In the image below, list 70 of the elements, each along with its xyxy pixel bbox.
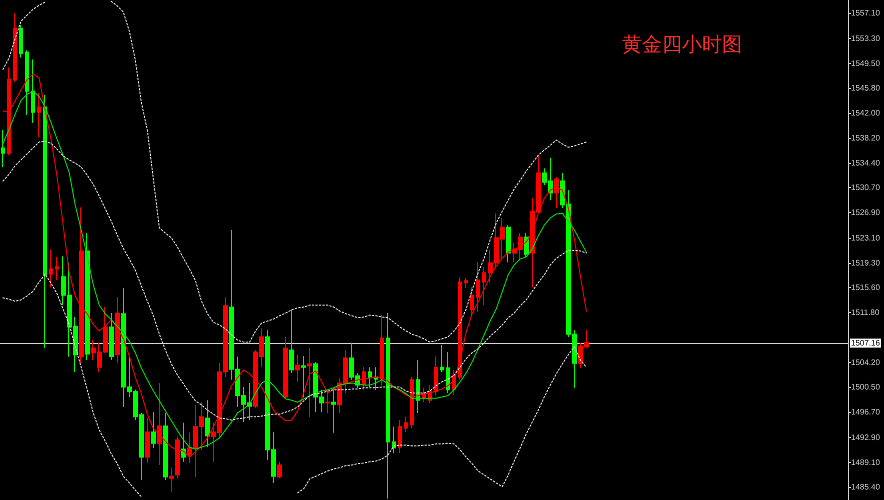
candlestick	[43, 94, 47, 349]
candlestick	[25, 50, 29, 116]
ref-line-label: 1507.16	[851, 338, 880, 348]
y-tick-label: 1534.40	[851, 158, 880, 168]
y-tick-label: 1545.80	[851, 83, 880, 92]
candlestick	[115, 296, 120, 364]
y-tick-label: 1496.70	[851, 408, 880, 417]
candlestick	[524, 232, 529, 258]
y-tick-label: 1530.70	[851, 183, 880, 192]
candlestick	[49, 249, 53, 288]
candlestick	[368, 366, 372, 388]
candlestick	[416, 359, 420, 414]
candlestick	[31, 58, 35, 124]
candlestick	[295, 354, 300, 382]
y-tick-label: 1526.90	[851, 208, 880, 218]
candlestick	[440, 344, 444, 372]
candlestick	[151, 412, 156, 448]
y-tick-label: 1519.30	[851, 258, 880, 268]
y-tick-label: 1557.10	[851, 8, 880, 18]
y-tick-label: 1523.10	[851, 233, 880, 242]
candlestick	[277, 461, 282, 479]
candlestick	[13, 12, 17, 82]
candlestick	[482, 266, 486, 306]
y-tick-label: 1492.90	[851, 432, 880, 442]
text: 黄金四小时图	[622, 34, 742, 56]
candlestick	[428, 384, 432, 404]
y-tick-label: 1549.50	[851, 58, 880, 68]
y-tick-label: 1542.00	[851, 108, 880, 118]
candlestick	[205, 400, 210, 448]
candlestick	[1, 130, 5, 168]
candlestick	[79, 206, 84, 364]
y-tick-label: 1538.20	[851, 134, 880, 143]
line-series	[2, 140, 587, 421]
candlestick	[301, 356, 306, 398]
candlestick	[506, 224, 511, 263]
candlestick	[392, 426, 396, 454]
candlestick	[331, 387, 336, 434]
candlestick	[85, 232, 90, 360]
candlestick	[163, 412, 168, 481]
candlestick	[283, 336, 288, 399]
y-tick-label: 1511.80	[851, 308, 880, 317]
candlestick	[458, 276, 462, 380]
candlestick	[410, 376, 414, 429]
candlestick	[307, 348, 312, 418]
candlestick	[434, 356, 438, 396]
candlestick	[464, 278, 468, 288]
candlestick	[404, 416, 408, 432]
candlestick	[398, 420, 402, 454]
candlestick	[380, 314, 384, 386]
candlestick	[362, 366, 366, 390]
candlestick	[181, 422, 186, 462]
y-tick-label: 1500.50	[851, 382, 880, 392]
y-tick-label: 1515.60	[851, 282, 880, 292]
candlestick	[554, 176, 559, 209]
candlestick	[386, 312, 390, 500]
y-tick-label: 1485.40	[851, 482, 880, 492]
candlestick	[37, 92, 41, 138]
candlestick	[476, 262, 480, 312]
candlestick	[109, 312, 114, 360]
candlestick	[289, 309, 294, 374]
candlestick	[19, 24, 23, 58]
y-tick-label: 1489.10	[851, 458, 880, 467]
candlestick	[374, 366, 378, 390]
candlestick	[55, 256, 59, 281]
candlestick	[446, 352, 450, 394]
candlestick	[325, 392, 330, 414]
candlestick	[470, 286, 474, 318]
y-tick-label: 1553.30	[851, 34, 880, 43]
y-tick-label: 1504.20	[851, 358, 880, 368]
candlestick	[169, 467, 174, 493]
